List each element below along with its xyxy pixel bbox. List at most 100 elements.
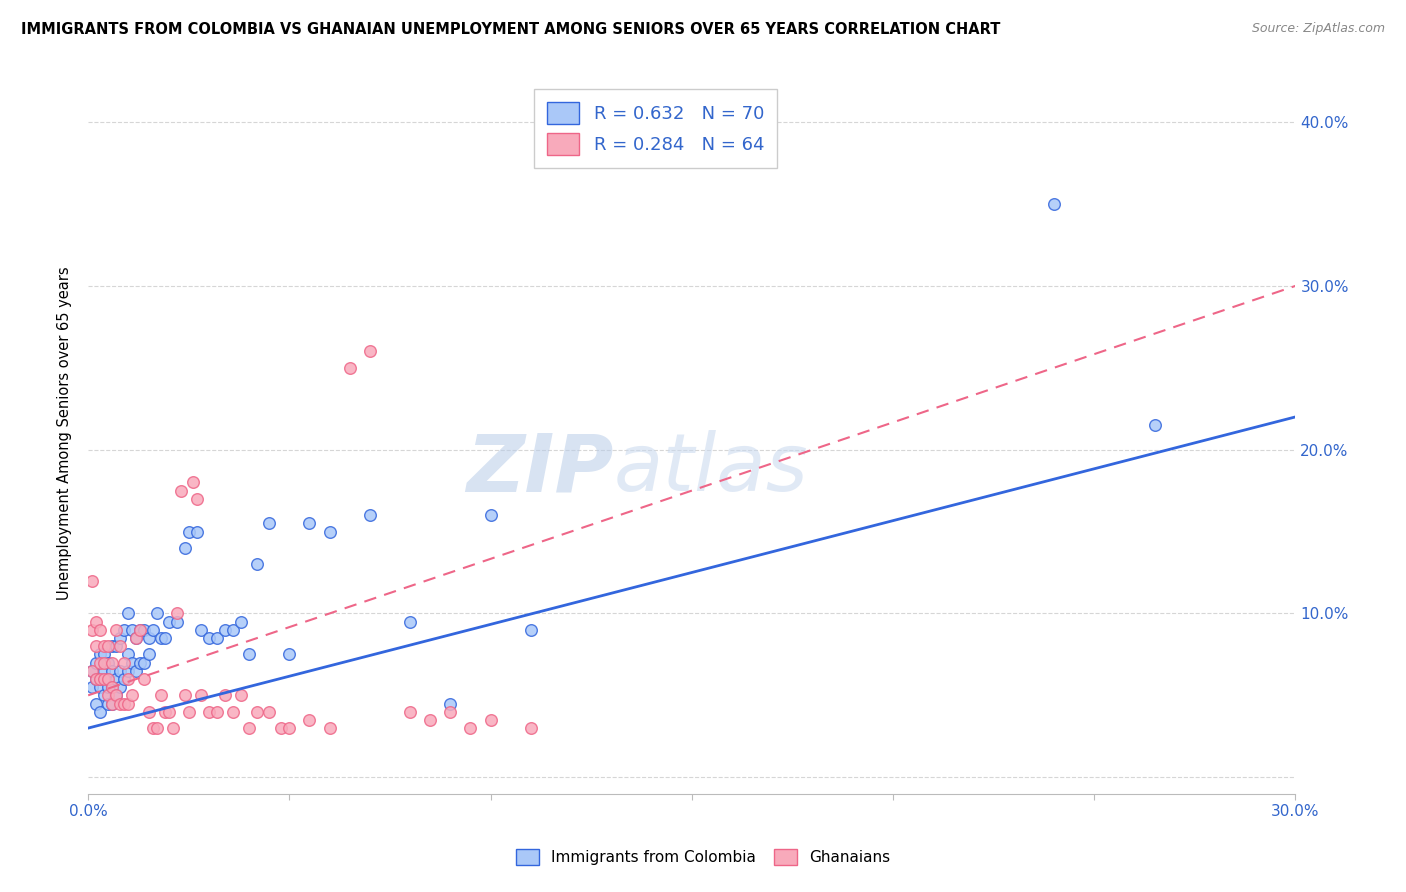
Point bbox=[460, 721, 482, 735]
Point bbox=[82, 664, 104, 678]
Point bbox=[190, 689, 212, 703]
Point bbox=[82, 664, 104, 678]
Point bbox=[145, 607, 167, 621]
Y-axis label: Unemployment Among Seniors over 65 years: Unemployment Among Seniors over 65 years bbox=[58, 267, 72, 600]
Point bbox=[298, 516, 321, 531]
Point bbox=[153, 705, 176, 719]
Point bbox=[298, 713, 321, 727]
Point bbox=[520, 623, 543, 637]
Legend: Immigrants from Colombia, Ghanaians: Immigrants from Colombia, Ghanaians bbox=[509, 843, 897, 871]
Point bbox=[105, 623, 128, 637]
Point bbox=[229, 615, 252, 629]
Point bbox=[117, 648, 139, 662]
Point bbox=[93, 672, 115, 686]
Point bbox=[257, 705, 280, 719]
Point bbox=[399, 705, 422, 719]
Point bbox=[419, 713, 441, 727]
Point bbox=[198, 705, 221, 719]
Point bbox=[173, 541, 195, 555]
Point bbox=[479, 508, 502, 523]
Point bbox=[105, 689, 128, 703]
Point bbox=[125, 631, 148, 645]
Point bbox=[82, 680, 104, 694]
Point bbox=[134, 656, 156, 670]
Point bbox=[101, 697, 124, 711]
Point bbox=[141, 623, 163, 637]
Point bbox=[190, 623, 212, 637]
Legend: R = 0.632   N = 70, R = 0.284   N = 64: R = 0.632 N = 70, R = 0.284 N = 64 bbox=[534, 89, 778, 168]
Point bbox=[93, 664, 115, 678]
Point bbox=[205, 631, 228, 645]
Point bbox=[82, 623, 104, 637]
Point bbox=[89, 705, 111, 719]
Point bbox=[134, 672, 156, 686]
Point bbox=[359, 508, 381, 523]
Point bbox=[246, 705, 269, 719]
Point bbox=[125, 631, 148, 645]
Point bbox=[93, 656, 115, 670]
Point bbox=[112, 623, 135, 637]
Point bbox=[110, 680, 132, 694]
Point bbox=[97, 639, 120, 653]
Point bbox=[101, 680, 124, 694]
Point bbox=[97, 680, 120, 694]
Point bbox=[125, 664, 148, 678]
Point bbox=[399, 615, 422, 629]
Point bbox=[439, 705, 461, 719]
Point bbox=[89, 648, 111, 662]
Point bbox=[93, 639, 115, 653]
Point bbox=[170, 483, 193, 498]
Point bbox=[278, 648, 301, 662]
Point bbox=[97, 672, 120, 686]
Point bbox=[110, 631, 132, 645]
Point bbox=[141, 721, 163, 735]
Point bbox=[97, 672, 120, 686]
Point bbox=[186, 524, 208, 539]
Point bbox=[117, 672, 139, 686]
Point bbox=[257, 516, 280, 531]
Point bbox=[105, 639, 128, 653]
Point bbox=[117, 664, 139, 678]
Point bbox=[214, 623, 236, 637]
Point bbox=[1043, 197, 1066, 211]
Point bbox=[110, 697, 132, 711]
Point bbox=[149, 631, 172, 645]
Point bbox=[84, 615, 107, 629]
Point bbox=[101, 639, 124, 653]
Point bbox=[97, 656, 120, 670]
Point bbox=[238, 721, 260, 735]
Point bbox=[138, 631, 160, 645]
Text: Source: ZipAtlas.com: Source: ZipAtlas.com bbox=[1251, 22, 1385, 36]
Point bbox=[89, 672, 111, 686]
Point bbox=[105, 672, 128, 686]
Point bbox=[134, 623, 156, 637]
Point bbox=[222, 705, 245, 719]
Text: atlas: atlas bbox=[613, 430, 808, 508]
Point bbox=[121, 623, 143, 637]
Point bbox=[186, 491, 208, 506]
Point bbox=[129, 623, 152, 637]
Point bbox=[93, 672, 115, 686]
Point bbox=[270, 721, 292, 735]
Point bbox=[117, 607, 139, 621]
Point bbox=[93, 648, 115, 662]
Point bbox=[112, 697, 135, 711]
Point bbox=[101, 664, 124, 678]
Point bbox=[1143, 418, 1166, 433]
Point bbox=[149, 689, 172, 703]
Point bbox=[82, 574, 104, 588]
Point bbox=[97, 689, 120, 703]
Point bbox=[181, 475, 204, 490]
Point bbox=[318, 721, 340, 735]
Point bbox=[166, 607, 188, 621]
Point bbox=[339, 360, 361, 375]
Point bbox=[520, 721, 543, 735]
Point bbox=[93, 689, 115, 703]
Point bbox=[138, 705, 160, 719]
Point bbox=[89, 623, 111, 637]
Point bbox=[84, 697, 107, 711]
Point bbox=[97, 697, 120, 711]
Point bbox=[166, 615, 188, 629]
Point bbox=[173, 689, 195, 703]
Text: ZIP: ZIP bbox=[465, 430, 613, 508]
